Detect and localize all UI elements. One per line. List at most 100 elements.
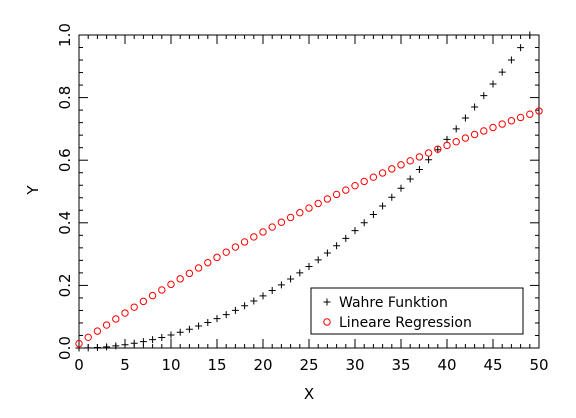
data-point-wahre-funktion — [507, 56, 515, 64]
y-tick-label: 0.2 — [56, 273, 74, 297]
data-point-wahre-funktion — [333, 242, 341, 250]
data-point-lineare-regression — [461, 134, 470, 142]
data-point-lineare-regression — [139, 297, 148, 306]
data-point-wahre-funktion — [250, 297, 258, 305]
x-tick-label: 40 — [437, 356, 456, 374]
data-point-lineare-regression — [498, 120, 506, 128]
data-point-lineare-regression — [323, 195, 332, 203]
y-tick-label: 0.4 — [56, 211, 74, 235]
data-point-wahre-funktion — [406, 175, 414, 183]
data-point-wahre-funktion — [139, 338, 147, 346]
data-point-wahre-funktion — [461, 114, 469, 122]
data-point-wahre-funktion — [75, 344, 83, 352]
data-point-wahre-funktion — [388, 193, 396, 201]
data-point-wahre-funktion — [158, 333, 166, 341]
data-point-lineare-regression — [342, 186, 350, 194]
data-point-lineare-regression — [480, 127, 488, 135]
data-point-lineare-regression — [240, 238, 249, 246]
data-point-lineare-regression — [424, 149, 433, 157]
data-point-lineare-regression — [259, 228, 267, 236]
data-point-lineare-regression — [167, 280, 175, 289]
data-point-wahre-funktion — [241, 302, 249, 310]
data-point-wahre-funktion — [231, 306, 239, 314]
x-tick-label: 25 — [299, 356, 318, 374]
data-point-lineare-regression — [158, 286, 166, 294]
data-point-lineare-regression — [507, 117, 516, 125]
data-point-wahre-funktion — [277, 281, 285, 289]
x-tick-label: 10 — [161, 356, 180, 374]
data-point-lineare-regression — [231, 243, 240, 251]
data-point-wahre-funktion — [351, 227, 359, 235]
data-point-lineare-regression — [397, 161, 405, 169]
x-tick-label: 50 — [529, 356, 548, 374]
data-point-wahre-funktion — [397, 184, 405, 192]
data-point-wahre-funktion — [452, 125, 460, 133]
y-tick-label: 1.0 — [56, 23, 74, 47]
data-point-wahre-funktion — [517, 44, 525, 52]
data-point-lineare-regression — [194, 264, 203, 272]
data-point-lineare-regression — [75, 339, 83, 348]
y-tick-label: 0.6 — [56, 148, 74, 172]
x-tick-label: 35 — [391, 356, 410, 374]
data-point-wahre-funktion — [287, 275, 295, 283]
data-point-wahre-funktion — [425, 156, 433, 164]
data-point-wahre-funktion — [167, 331, 175, 339]
x-tick-label: 0 — [74, 356, 84, 374]
x-tick-label: 30 — [345, 356, 364, 374]
data-point-lineare-regression — [286, 213, 295, 222]
legend-marker-plus — [323, 298, 331, 306]
data-point-lineare-regression — [222, 248, 230, 256]
data-point-wahre-funktion — [323, 249, 331, 257]
data-point-wahre-funktion — [415, 166, 423, 174]
data-point-wahre-funktion — [213, 315, 221, 323]
data-point-lineare-regression — [406, 157, 414, 165]
data-point-wahre-funktion — [121, 341, 129, 349]
data-point-lineare-regression — [112, 315, 120, 323]
data-point-wahre-funktion — [112, 342, 120, 350]
data-point-lineare-regression — [268, 223, 276, 231]
data-point-lineare-regression — [148, 291, 157, 300]
data-point-lineare-regression — [388, 165, 396, 173]
data-point-lineare-regression — [526, 110, 534, 118]
data-point-wahre-funktion — [305, 263, 313, 271]
legend-box — [310, 287, 524, 335]
data-point-lineare-regression — [434, 145, 442, 153]
data-point-lineare-regression — [360, 177, 368, 186]
data-point-wahre-funktion — [498, 68, 506, 76]
data-point-wahre-funktion — [195, 322, 203, 330]
data-point-lineare-regression — [489, 123, 497, 132]
data-point-lineare-regression — [93, 327, 102, 335]
data-point-wahre-funktion — [268, 287, 276, 295]
data-point-wahre-funktion — [379, 202, 387, 210]
x-tick-label: 20 — [253, 356, 272, 374]
data-point-wahre-funktion — [360, 219, 368, 227]
data-point-lineare-regression — [176, 275, 184, 283]
data-point-lineare-regression — [204, 258, 212, 267]
data-point-lineare-regression — [121, 309, 129, 317]
legend-marker-circle — [323, 318, 331, 326]
data-point-lineare-regression — [213, 253, 221, 262]
y-tick-label: 0.0 — [56, 336, 74, 360]
data-point-lineare-regression — [102, 321, 111, 329]
y-tick-label: 0.8 — [56, 86, 74, 110]
data-point-wahre-funktion — [526, 31, 534, 39]
data-point-lineare-regression — [535, 107, 543, 115]
x-tick-label: 5 — [120, 356, 130, 374]
data-point-wahre-funktion — [314, 256, 322, 264]
data-point-wahre-funktion — [149, 336, 157, 344]
data-point-lineare-regression — [277, 218, 286, 226]
data-point-lineare-regression — [332, 190, 341, 199]
data-point-wahre-funktion — [369, 210, 377, 218]
data-point-lineare-regression — [415, 153, 424, 161]
data-point-wahre-funktion — [84, 344, 92, 352]
data-point-lineare-regression — [378, 169, 387, 177]
data-point-wahre-funktion — [222, 311, 230, 319]
data-point-lineare-regression — [314, 199, 322, 208]
data-point-wahre-funktion — [296, 269, 304, 277]
legend-label: Lineare Regression — [339, 315, 472, 331]
data-point-lineare-regression — [470, 130, 479, 139]
x-tick-label: 45 — [483, 356, 502, 374]
data-point-lineare-regression — [516, 113, 525, 122]
data-point-wahre-funktion — [185, 325, 193, 333]
